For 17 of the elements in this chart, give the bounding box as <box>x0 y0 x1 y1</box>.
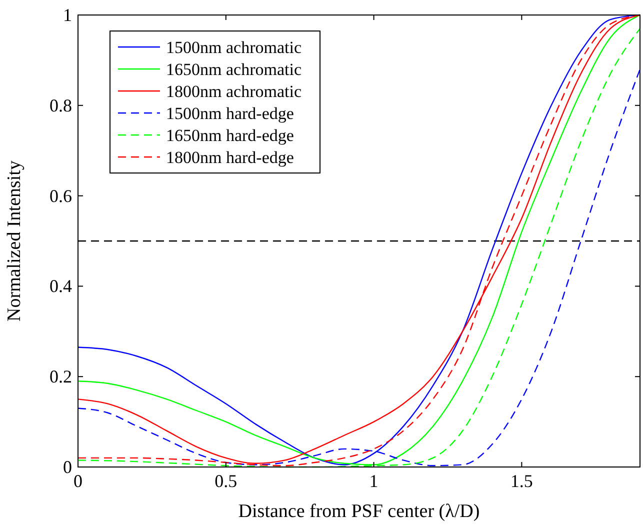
y-tick-label: 0.8 <box>50 95 72 116</box>
x-axis-title: Distance from PSF center (λ/D) <box>238 501 480 522</box>
y-tick-label: 0.6 <box>50 186 72 206</box>
y-tick-label: 0.4 <box>50 276 72 296</box>
legend-label: 1500nm achromatic <box>166 38 302 57</box>
legend-label: 1650nm hard-edge <box>166 126 294 145</box>
y-axis-title: Normalized Intensity <box>4 160 25 322</box>
y-tick-label: 1 <box>63 5 72 25</box>
legend-label: 1800nm achromatic <box>166 82 302 101</box>
x-tick-label: 0.5 <box>214 471 238 491</box>
x-tick-label: 1 <box>369 471 378 491</box>
y-tick-label: 0 <box>63 457 72 477</box>
y-tick-label: 0.2 <box>50 366 72 387</box>
legend-label: 1800nm hard-edge <box>166 148 294 167</box>
x-tick-label: 1.5 <box>510 471 533 491</box>
legend-label: 1650nm achromatic <box>166 60 302 79</box>
legend-label: 1500nm hard-edge <box>166 104 294 123</box>
